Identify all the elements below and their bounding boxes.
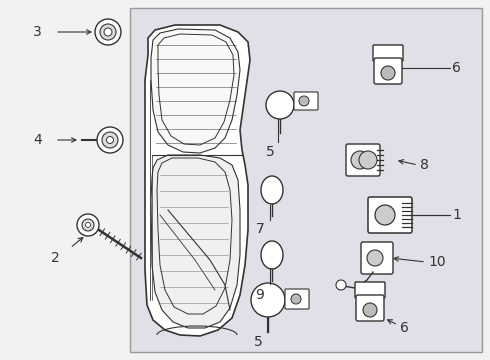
Circle shape [77, 214, 99, 236]
Text: 8: 8 [420, 158, 429, 172]
Text: 1: 1 [452, 208, 461, 222]
Circle shape [82, 219, 94, 231]
Circle shape [85, 222, 91, 228]
Circle shape [251, 283, 285, 317]
Text: 9: 9 [256, 288, 265, 302]
Text: 3: 3 [33, 25, 42, 39]
Circle shape [336, 280, 346, 290]
FancyBboxPatch shape [374, 58, 402, 84]
Circle shape [291, 294, 301, 304]
FancyBboxPatch shape [294, 92, 318, 110]
FancyBboxPatch shape [356, 295, 384, 321]
Circle shape [381, 66, 395, 80]
Bar [130, 8, 482, 352]
Circle shape [106, 136, 114, 144]
Polygon shape [151, 155, 240, 328]
FancyBboxPatch shape [373, 45, 403, 61]
FancyBboxPatch shape [361, 242, 393, 274]
Text: 10: 10 [428, 255, 445, 269]
Text: 5: 5 [254, 335, 262, 349]
FancyBboxPatch shape [355, 282, 385, 298]
Text: 7: 7 [256, 222, 265, 236]
Circle shape [299, 96, 309, 106]
Circle shape [104, 28, 112, 36]
FancyBboxPatch shape [346, 144, 380, 176]
Circle shape [100, 24, 116, 40]
Text: 2: 2 [51, 251, 60, 265]
Polygon shape [145, 25, 250, 336]
Ellipse shape [261, 241, 283, 269]
FancyBboxPatch shape [285, 289, 309, 309]
Polygon shape [151, 29, 240, 153]
Text: 6: 6 [400, 321, 409, 335]
Circle shape [102, 132, 118, 148]
Text: 6: 6 [452, 61, 461, 75]
Circle shape [363, 303, 377, 317]
Circle shape [351, 151, 369, 169]
Circle shape [95, 19, 121, 45]
FancyBboxPatch shape [368, 197, 412, 233]
Text: 5: 5 [266, 145, 274, 159]
Circle shape [266, 91, 294, 119]
Circle shape [359, 151, 377, 169]
Circle shape [97, 127, 123, 153]
Text: 4: 4 [33, 133, 42, 147]
Circle shape [375, 205, 395, 225]
Ellipse shape [261, 176, 283, 204]
Circle shape [367, 250, 383, 266]
